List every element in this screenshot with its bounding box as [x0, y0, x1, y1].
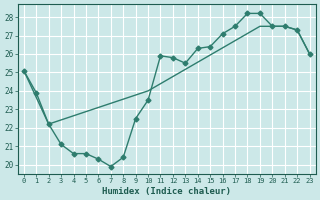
X-axis label: Humidex (Indice chaleur): Humidex (Indice chaleur)	[102, 187, 231, 196]
